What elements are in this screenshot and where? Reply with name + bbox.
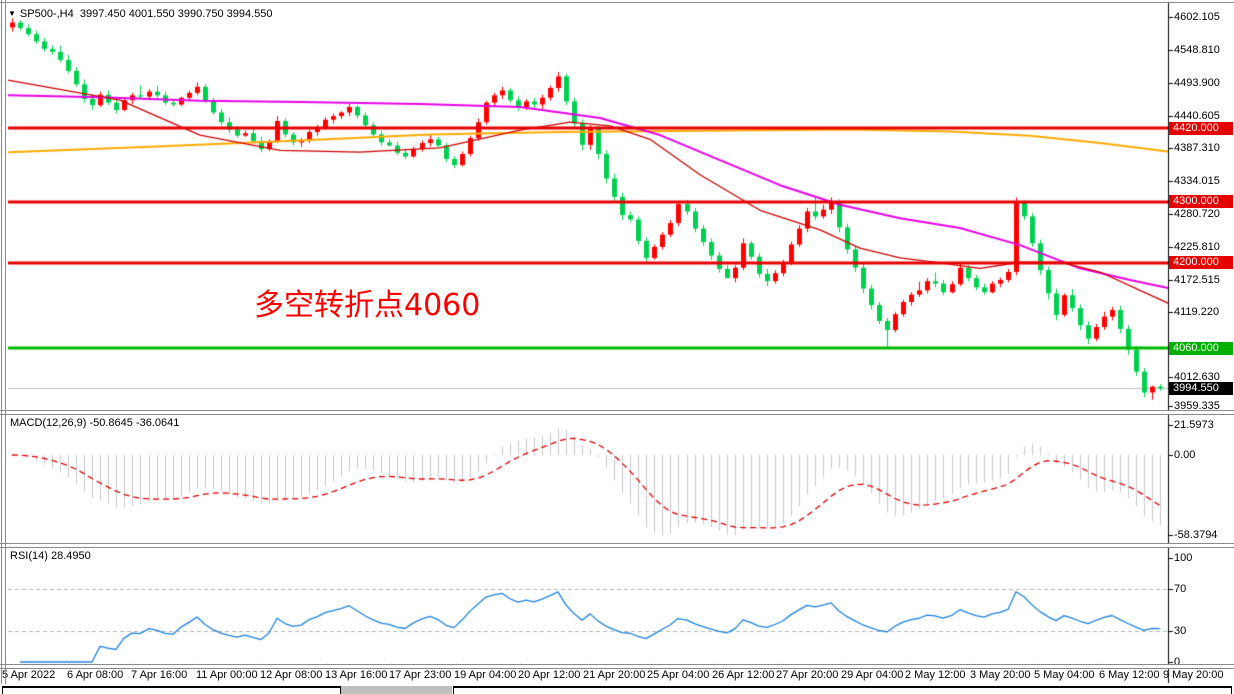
time-axis-label: 13 Apr 16:00: [325, 669, 388, 681]
symbol-period-label: SP500-,H4: [19, 8, 74, 20]
time-axis-label: 6 May 12:00: [1099, 669, 1160, 681]
bottom-bar: [0, 684, 1234, 694]
macd-indicator-label: MACD(12,26,9) -50.8645 -36.0641: [10, 417, 180, 429]
chart-title: ▼ SP500-,H4 3997.450 4001.550 3990.750 39…: [8, 7, 273, 21]
rsi-axis-label: 0: [1174, 656, 1181, 668]
bottom-tab[interactable]: [2, 686, 341, 694]
pane-splitter-macd-rsi[interactable]: [0, 543, 1234, 548]
hline-price-badge-4300: 4300.000: [1169, 195, 1233, 208]
macd-axis-label: 21.5973: [1174, 419, 1214, 431]
price-axis-label: 4280.720: [1174, 208, 1220, 220]
window-left-border: [1, 0, 2, 694]
bottom-tab[interactable]: [453, 686, 1232, 694]
pane-splitter-rsi-timeaxis[interactable]: [0, 664, 1234, 669]
price-axis-label: 4493.900: [1174, 77, 1220, 89]
price-axis-label: 4387.310: [1174, 142, 1220, 154]
rsi-indicator-label: RSI(14) 28.4950: [10, 550, 91, 562]
window-left-inner-border: [5, 0, 6, 694]
time-axis-label: 9 May 20:00: [1163, 669, 1224, 681]
price-axis-label: 4012.630: [1174, 371, 1220, 383]
price-axis-label: 4225.810: [1174, 241, 1220, 253]
time-axis-label: 25 Apr 04:00: [647, 669, 710, 681]
time-axis-label: 27 Apr 20:00: [776, 669, 839, 681]
price-axis-label: 4119.220: [1174, 306, 1220, 318]
time-axis-label: 26 Apr 12:00: [712, 669, 775, 681]
time-axis-label: 11 Apr 00:00: [196, 669, 258, 681]
chart-annotation-text: 多空转折点4060: [254, 288, 481, 323]
symbol-dropdown-icon[interactable]: ▼: [8, 9, 16, 18]
hline-price-badge-4200: 4200.000: [1169, 256, 1233, 269]
rsi-axis-label: 100: [1174, 552, 1193, 564]
scrollbar-thumb[interactable]: [341, 686, 452, 694]
price-axis-label: 4334.015: [1174, 175, 1220, 187]
window-top-border: [0, 2, 1234, 3]
price-axis-label: 3959.335: [1174, 400, 1220, 412]
price-axis-label: 4602.105: [1174, 11, 1220, 23]
time-axis-label: 20 Apr 12:00: [518, 669, 581, 681]
quote-ohlc-label: 3997.450 4001.550 3990.750 3994.550: [79, 8, 273, 20]
price-axis-label: 4172.515: [1174, 274, 1220, 286]
time-axis-label: 5 Apr 2022: [2, 669, 56, 681]
hline-price-badge-4420: 4420.000: [1169, 122, 1233, 135]
price-axis-label: 4440.605: [1174, 110, 1220, 122]
time-axis-label: 5 May 04:00: [1034, 669, 1095, 681]
time-axis-label: 19 Apr 04:00: [454, 669, 517, 681]
hline-price-badge-4060: 4060.000: [1169, 342, 1233, 355]
time-axis-label: 2 May 12:00: [905, 669, 966, 681]
time-axis-label: 6 Apr 08:00: [67, 669, 124, 681]
price-axis-label: 4548.810: [1174, 44, 1220, 56]
time-axis-label: 21 Apr 20:00: [583, 669, 646, 681]
rsi-axis-label: 70: [1174, 583, 1187, 595]
pane-splitter-main-macd[interactable]: [0, 410, 1234, 415]
time-axis-label: 12 Apr 08:00: [260, 669, 323, 681]
time-axis-label: 7 Apr 16:00: [131, 669, 188, 681]
macd-axis-label: -58.3794: [1174, 529, 1218, 541]
rsi-axis-label: 30: [1174, 625, 1187, 637]
macd-axis-label: 0.00: [1174, 449, 1196, 461]
time-axis-label: 3 May 20:00: [970, 669, 1031, 681]
last-price-badge: 3994.550: [1169, 382, 1233, 395]
time-axis-label: 29 Apr 04:00: [841, 669, 904, 681]
time-axis-label: 17 Apr 23:00: [389, 669, 452, 681]
